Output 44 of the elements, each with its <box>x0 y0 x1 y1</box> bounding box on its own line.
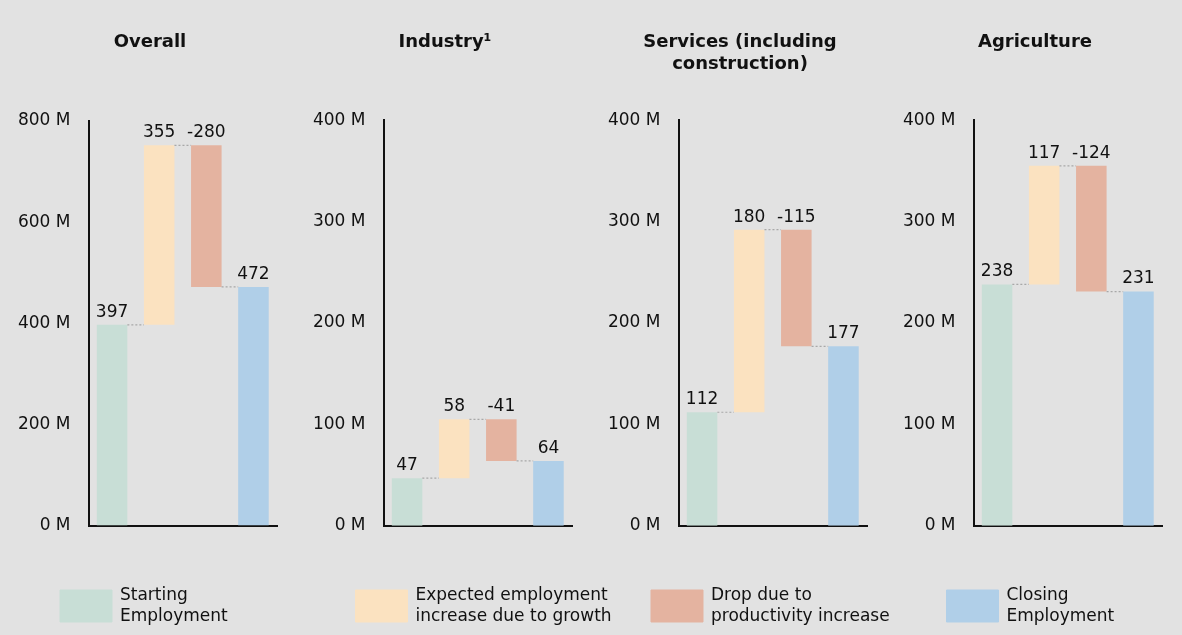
y-tick-label: 200 M <box>17 412 71 433</box>
y-tick-label: 100 M <box>902 412 956 433</box>
legend-label: Starting Employment <box>120 583 229 625</box>
y-tick-label: 100 M <box>607 412 661 433</box>
data-label: 117 <box>1027 141 1061 162</box>
data-label: 355 <box>142 121 176 142</box>
y-tick-label: 800 M <box>17 109 71 130</box>
data-label: 58 <box>443 395 466 416</box>
y-tick-label: 100 M <box>312 412 366 433</box>
data-label: 177 <box>827 322 860 343</box>
y-tick-label: 0 M <box>334 514 366 535</box>
y-tick-label: 300 M <box>902 210 956 231</box>
y-tick-label: 200 M <box>607 311 661 332</box>
data-label: -115 <box>777 205 816 226</box>
y-tick-label: 200 M <box>902 311 956 332</box>
data-label: -124 <box>1072 141 1111 162</box>
legend-label: Drop due to productivity increase <box>711 583 890 625</box>
y-tick-label: 300 M <box>607 210 661 231</box>
data-label: 397 <box>95 300 129 321</box>
y-tick-label: 0 M <box>924 514 956 535</box>
y-tick-label: 0 M <box>39 514 71 535</box>
data-label: -280 <box>187 121 226 142</box>
data-label: -41 <box>487 395 516 416</box>
data-label: 112 <box>685 388 719 409</box>
data-label: 64 <box>537 436 560 457</box>
y-tick-label: 400 M <box>902 108 956 129</box>
y-tick-label: 400 M <box>607 108 661 129</box>
data-label: 472 <box>237 262 270 283</box>
chart-title: Services (including construction) <box>642 30 838 74</box>
y-tick-label: 300 M <box>312 210 366 231</box>
y-tick-label: 200 M <box>312 311 366 332</box>
data-label: 180 <box>732 205 766 226</box>
data-label: 47 <box>396 454 418 475</box>
chart-title: Overall <box>112 30 188 52</box>
y-tick-label: 400 M <box>312 108 366 129</box>
y-tick-label: 400 M <box>17 311 71 332</box>
y-tick-label: 0 M <box>629 514 661 535</box>
y-tick-label: 600 M <box>17 210 71 231</box>
legend-label: Expected employment increase due to growth <box>415 583 612 625</box>
data-label: 238 <box>980 260 1014 281</box>
data-label: 231 <box>1122 267 1155 288</box>
chart-title: Agriculture <box>977 30 1093 52</box>
chart-title: Industry¹ <box>397 30 493 52</box>
legend-label: Closing Employment <box>1006 583 1115 625</box>
